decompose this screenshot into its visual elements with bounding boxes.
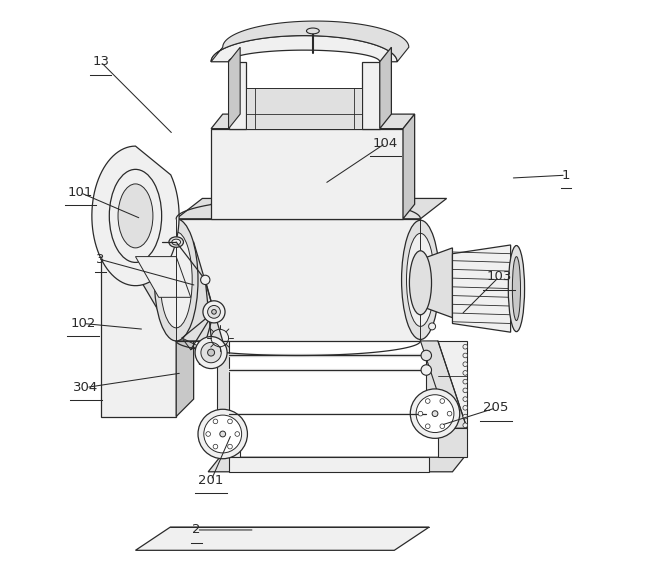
Ellipse shape [203, 301, 225, 323]
Ellipse shape [406, 233, 434, 326]
Ellipse shape [109, 170, 162, 262]
Ellipse shape [463, 397, 467, 402]
Ellipse shape [463, 414, 467, 419]
Ellipse shape [463, 353, 467, 358]
Polygon shape [426, 341, 438, 434]
Ellipse shape [154, 219, 198, 341]
Ellipse shape [512, 257, 520, 321]
Ellipse shape [508, 245, 524, 332]
Polygon shape [421, 341, 467, 428]
Ellipse shape [160, 232, 192, 328]
Polygon shape [228, 62, 246, 129]
Text: 205: 205 [484, 401, 509, 415]
Ellipse shape [195, 336, 227, 368]
Ellipse shape [198, 409, 247, 459]
Ellipse shape [410, 251, 432, 315]
Polygon shape [101, 242, 193, 259]
Polygon shape [438, 428, 467, 457]
Polygon shape [246, 88, 362, 129]
Polygon shape [362, 62, 380, 129]
Ellipse shape [463, 423, 467, 427]
Polygon shape [136, 527, 429, 550]
Polygon shape [452, 245, 511, 332]
Ellipse shape [428, 323, 435, 330]
Text: 104: 104 [373, 136, 398, 150]
Ellipse shape [201, 342, 221, 363]
Polygon shape [118, 242, 223, 341]
Text: 101: 101 [67, 186, 93, 199]
Polygon shape [211, 114, 415, 129]
Ellipse shape [421, 350, 432, 361]
Polygon shape [438, 341, 467, 428]
Ellipse shape [463, 345, 467, 349]
Ellipse shape [416, 395, 454, 433]
Ellipse shape [463, 380, 467, 384]
Polygon shape [220, 434, 240, 457]
Ellipse shape [421, 365, 432, 375]
Polygon shape [136, 257, 191, 297]
Ellipse shape [463, 388, 467, 393]
Text: 304: 304 [73, 381, 99, 394]
Polygon shape [211, 129, 403, 219]
Ellipse shape [228, 444, 232, 449]
Polygon shape [101, 259, 176, 416]
Polygon shape [211, 21, 409, 62]
Ellipse shape [440, 399, 445, 403]
Polygon shape [92, 146, 179, 286]
Ellipse shape [208, 349, 215, 356]
Ellipse shape [172, 239, 180, 245]
Text: 102: 102 [71, 317, 96, 330]
Polygon shape [176, 198, 447, 219]
Polygon shape [228, 47, 240, 129]
Polygon shape [176, 219, 421, 341]
Polygon shape [211, 36, 397, 62]
Ellipse shape [206, 431, 210, 436]
Polygon shape [176, 242, 193, 416]
Polygon shape [403, 114, 415, 219]
Ellipse shape [213, 419, 218, 424]
Ellipse shape [228, 419, 232, 424]
Polygon shape [228, 457, 429, 472]
Ellipse shape [306, 28, 319, 34]
Ellipse shape [418, 412, 422, 416]
Ellipse shape [204, 415, 241, 453]
Polygon shape [421, 248, 452, 318]
Polygon shape [208, 457, 464, 472]
Text: 103: 103 [486, 271, 511, 283]
Ellipse shape [201, 275, 210, 285]
Polygon shape [211, 189, 415, 204]
Ellipse shape [208, 305, 221, 318]
Text: 3: 3 [96, 253, 105, 266]
Text: 13: 13 [92, 55, 109, 68]
Ellipse shape [463, 406, 467, 410]
Ellipse shape [432, 411, 438, 416]
Text: 1: 1 [561, 168, 570, 182]
Ellipse shape [118, 184, 153, 248]
Text: 2: 2 [192, 524, 201, 536]
Ellipse shape [463, 362, 467, 367]
Ellipse shape [212, 310, 216, 314]
Ellipse shape [220, 431, 226, 437]
Polygon shape [380, 47, 391, 129]
Ellipse shape [402, 220, 439, 339]
Polygon shape [217, 341, 228, 434]
Ellipse shape [447, 412, 452, 416]
Ellipse shape [213, 444, 218, 449]
Ellipse shape [410, 389, 459, 438]
Ellipse shape [440, 424, 445, 429]
Text: 201: 201 [199, 474, 224, 487]
Ellipse shape [425, 399, 430, 403]
Ellipse shape [425, 424, 430, 429]
Ellipse shape [235, 431, 239, 436]
Ellipse shape [463, 371, 467, 375]
Ellipse shape [169, 237, 184, 247]
